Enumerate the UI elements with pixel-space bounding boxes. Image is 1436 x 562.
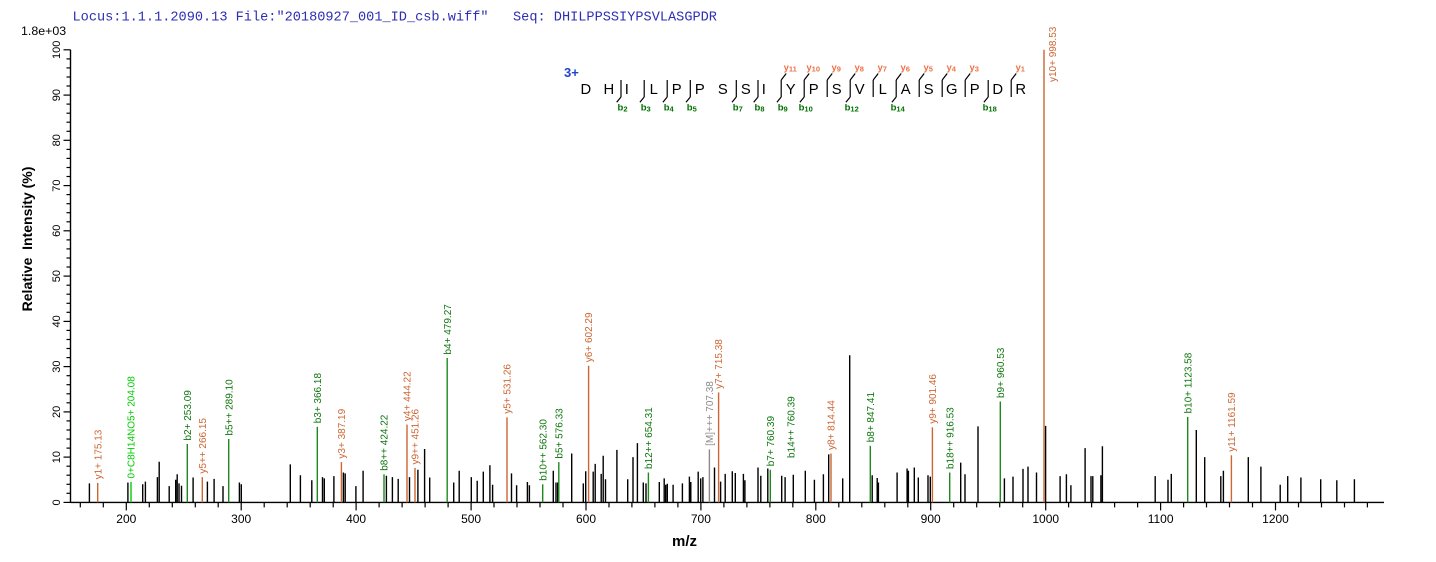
svg-text:b14: b14 [891, 103, 906, 114]
svg-text:b5++ 289.10: b5++ 289.10 [224, 379, 235, 436]
svg-text:500: 500 [461, 512, 481, 526]
svg-text:b9+ 960.53: b9+ 960.53 [996, 347, 1007, 398]
svg-text:I: I [625, 82, 629, 98]
svg-text:y7: y7 [877, 63, 886, 74]
svg-text:D: D [580, 82, 591, 98]
svg-text:b12: b12 [845, 103, 859, 114]
svg-text:90: 90 [51, 89, 63, 101]
svg-text:y5++ 266.15: y5++ 266.15 [198, 418, 209, 474]
svg-text:y10: y10 [806, 63, 820, 74]
svg-text:b7+ 760.39: b7+ 760.39 [766, 416, 777, 467]
svg-text:3+: 3+ [564, 65, 579, 80]
svg-text:y9++ 451.26: y9++ 451.26 [411, 408, 422, 464]
svg-text:30: 30 [51, 360, 63, 372]
svg-text:y9: y9 [831, 63, 840, 74]
svg-text:S: S [718, 82, 728, 98]
svg-text:0: 0 [51, 499, 63, 505]
svg-text:y7+ 715.38: y7+ 715.38 [714, 339, 725, 389]
svg-text:1100: 1100 [1148, 512, 1174, 526]
svg-text:L: L [650, 82, 658, 98]
svg-text:Locus:1.1.1.2090.13 File:"2018: Locus:1.1.1.2090.13 File:"20180927_001_I… [73, 11, 717, 26]
svg-text:y11+ 1161.59: y11+ 1161.59 [1227, 392, 1238, 452]
svg-text:10: 10 [51, 451, 63, 463]
svg-text:D: D [992, 82, 1003, 98]
svg-text:m/z: m/z [672, 533, 697, 550]
svg-text:S: S [832, 82, 842, 98]
svg-text:P: P [970, 82, 980, 98]
svg-text:50: 50 [51, 270, 63, 282]
svg-text:y4+ 444.22: y4+ 444.22 [403, 371, 414, 421]
svg-text:b10++ 562.30: b10++ 562.30 [538, 419, 549, 481]
svg-text:b3+ 366.18: b3+ 366.18 [313, 373, 324, 424]
svg-text:Relative Intensity (%): Relative Intensity (%) [19, 167, 35, 312]
svg-text:y1+ 175.13: y1+ 175.13 [93, 429, 104, 479]
svg-text:G: G [946, 82, 958, 98]
svg-text:400: 400 [346, 512, 366, 526]
svg-text:1.8e+03: 1.8e+03 [21, 24, 66, 38]
svg-text:y5: y5 [923, 63, 932, 74]
svg-text:40: 40 [51, 315, 63, 327]
svg-text:700: 700 [691, 512, 711, 526]
svg-text:y1: y1 [1015, 63, 1024, 74]
svg-text:b5+ 576.33: b5+ 576.33 [554, 408, 565, 459]
svg-text:y4: y4 [946, 63, 956, 74]
svg-text:80: 80 [51, 134, 63, 146]
svg-text:R: R [1015, 82, 1026, 98]
svg-text:0+C8H14NO5+ 204.08: 0+C8H14NO5+ 204.08 [127, 376, 138, 479]
svg-text:V: V [855, 82, 865, 98]
svg-text:100: 100 [51, 41, 63, 59]
svg-text:y10+ 998.53: y10+ 998.53 [1048, 26, 1059, 82]
svg-text:b14++ 760.39: b14++ 760.39 [787, 396, 798, 458]
svg-text:I: I [762, 82, 766, 98]
svg-text:1000: 1000 [1032, 512, 1059, 526]
svg-text:b8+ 847.41: b8+ 847.41 [866, 392, 877, 443]
svg-text:b9: b9 [778, 103, 788, 114]
svg-text:y3: y3 [969, 63, 978, 74]
svg-text:b18++ 916.53: b18++ 916.53 [945, 407, 956, 469]
svg-text:b8++ 424.22: b8++ 424.22 [380, 414, 391, 471]
svg-text:y6+ 602.29: y6+ 602.29 [584, 312, 595, 362]
svg-text:200: 200 [116, 512, 136, 526]
svg-text:b2: b2 [618, 103, 628, 114]
svg-text:A: A [901, 82, 911, 98]
svg-text:600: 600 [576, 512, 596, 526]
svg-text:y5+ 531.26: y5+ 531.26 [503, 364, 514, 414]
svg-text:y6: y6 [900, 63, 909, 74]
svg-text:S: S [741, 82, 751, 98]
svg-text:P: P [695, 82, 705, 98]
svg-text:800: 800 [806, 512, 826, 526]
svg-text:b10: b10 [799, 103, 813, 114]
svg-text:L: L [879, 82, 887, 98]
svg-text:b12++ 654.31: b12++ 654.31 [644, 407, 655, 469]
svg-text:b18: b18 [983, 103, 997, 114]
svg-text:b4: b4 [664, 103, 675, 114]
svg-text:20: 20 [51, 406, 63, 418]
svg-text:1200: 1200 [1262, 512, 1289, 526]
svg-text:y3+ 387.19: y3+ 387.19 [337, 408, 348, 458]
svg-text:b7: b7 [733, 103, 743, 114]
svg-text:300: 300 [231, 512, 251, 526]
svg-text:b10+ 1123.58: b10+ 1123.58 [1183, 352, 1194, 413]
svg-text:P: P [672, 82, 682, 98]
svg-text:[M]+++ 707.38: [M]+++ 707.38 [705, 381, 716, 446]
svg-text:S: S [924, 82, 934, 98]
svg-text:60: 60 [51, 225, 63, 237]
svg-text:y11: y11 [784, 63, 797, 74]
svg-text:70: 70 [51, 179, 63, 191]
svg-text:y8: y8 [854, 63, 863, 74]
svg-text:b5: b5 [687, 103, 697, 114]
svg-text:900: 900 [921, 512, 941, 526]
svg-text:b4+ 479.27: b4+ 479.27 [443, 304, 454, 355]
svg-text:y8+ 814.44: y8+ 814.44 [827, 400, 838, 450]
svg-text:H: H [603, 82, 614, 98]
svg-text:b2+ 253.09: b2+ 253.09 [183, 390, 194, 441]
svg-text:P: P [809, 82, 819, 98]
svg-text:y9+ 901.46: y9+ 901.46 [928, 374, 939, 424]
svg-text:b8: b8 [755, 103, 765, 114]
svg-text:b3: b3 [641, 103, 651, 114]
svg-text:Y: Y [786, 82, 796, 98]
